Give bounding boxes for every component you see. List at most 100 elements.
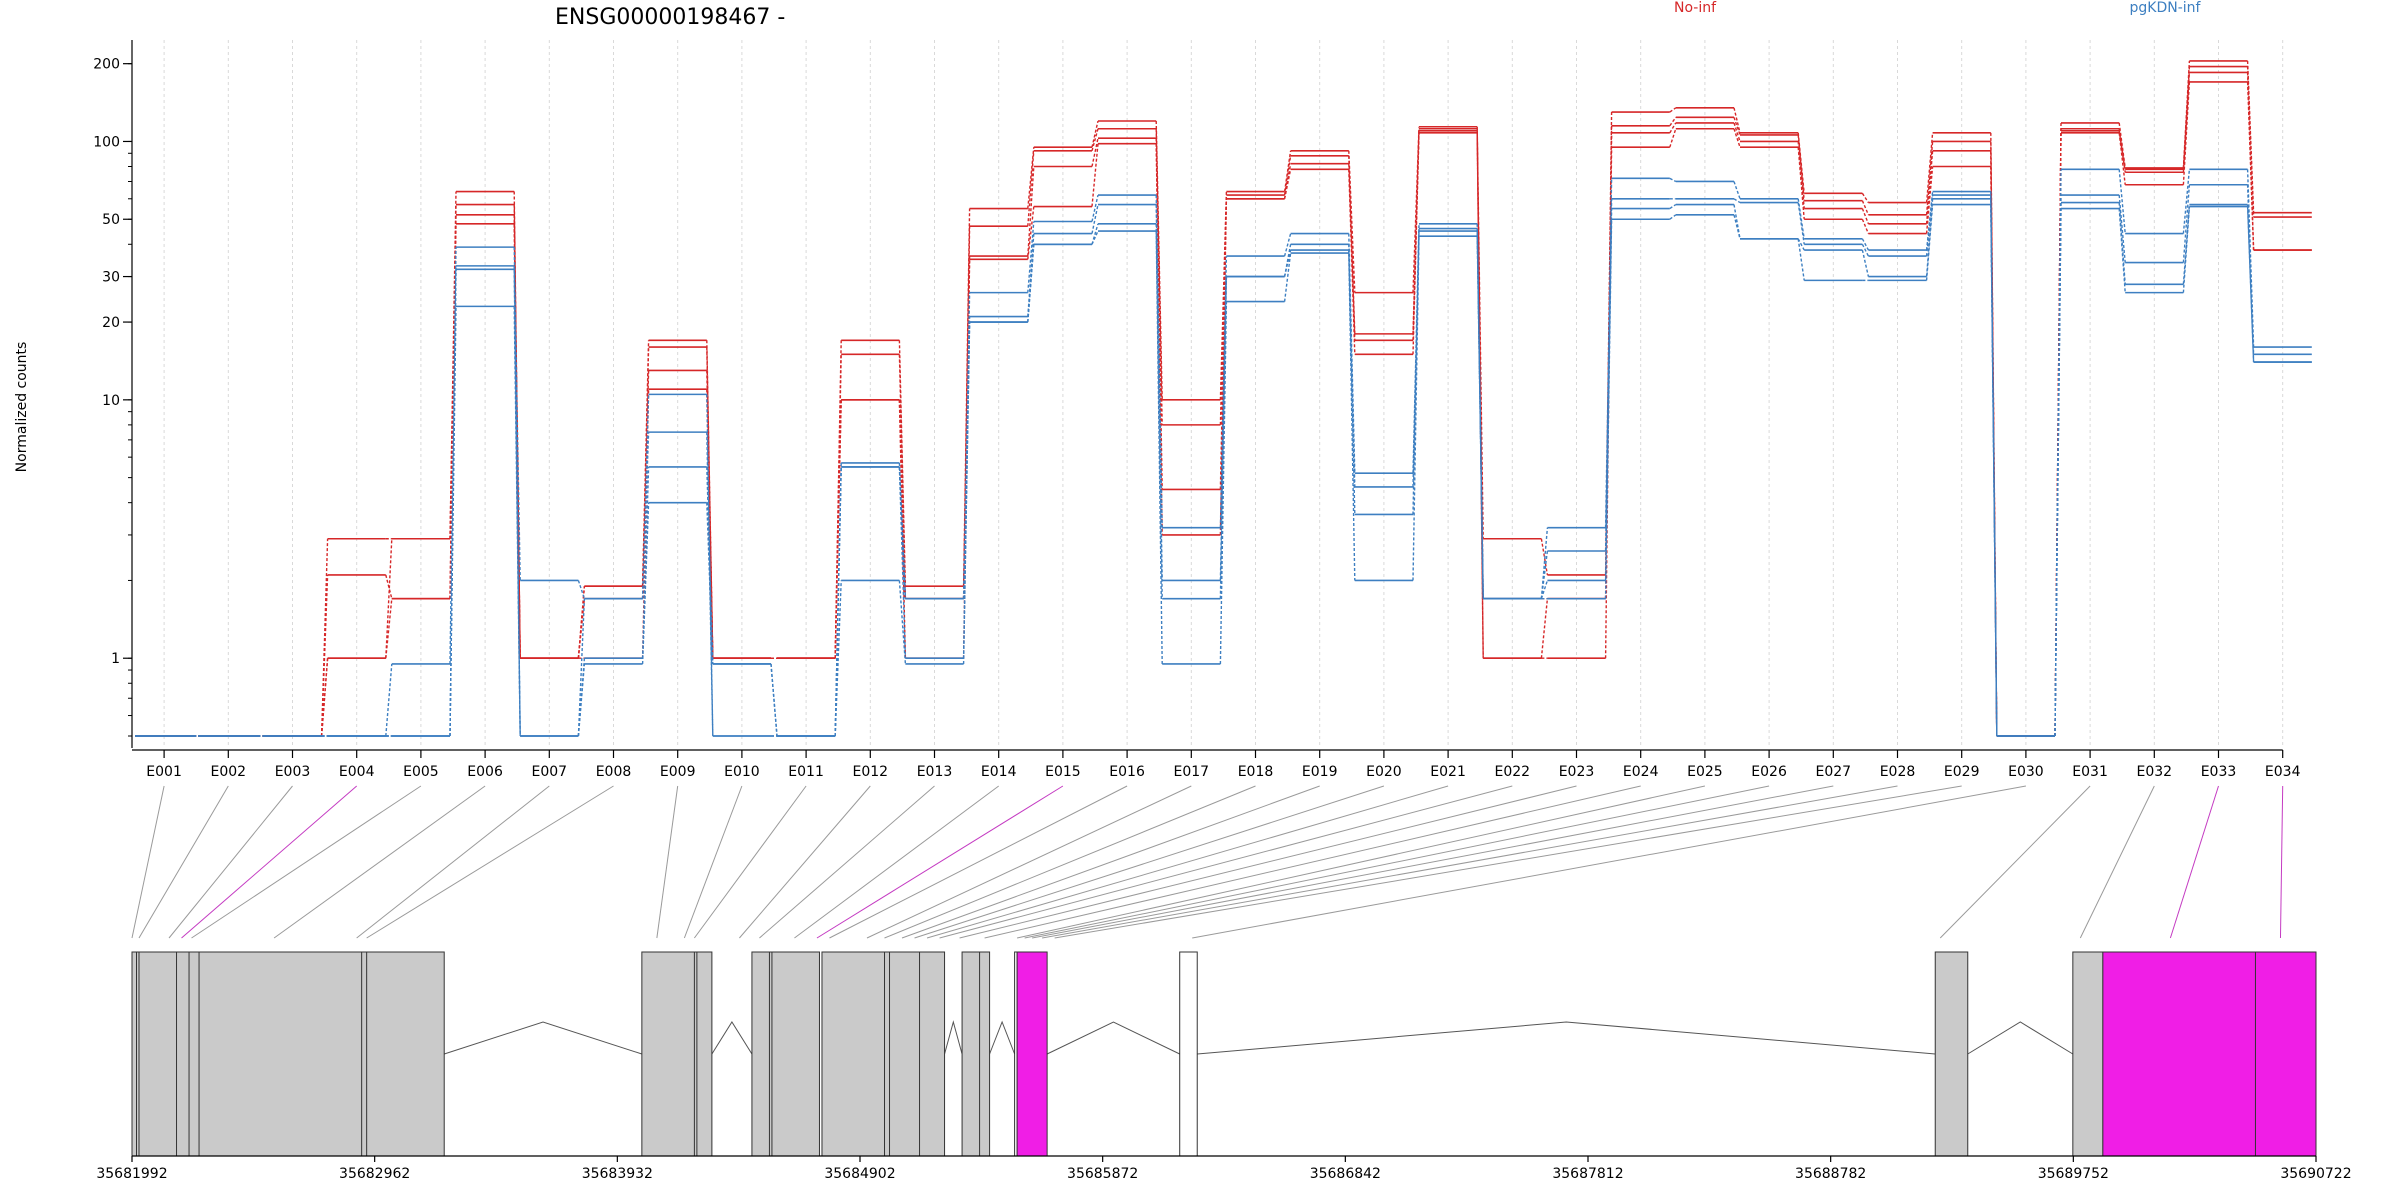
series-no-inf-3-step	[1669, 122, 1677, 134]
coordinate-label-35683932: 35683932	[582, 1166, 653, 1182]
y-tick-label-200: 200	[93, 57, 120, 73]
x-tick-label-e027: E027	[1816, 764, 1852, 780]
series-no-inf-3-step	[706, 370, 714, 659]
series-pgkdn-inf-6	[135, 183, 2312, 737]
series-pgkdn-inf-5-step	[449, 247, 457, 664]
x-tick-label-e014: E014	[981, 764, 1017, 780]
series-no-inf-1-step	[1669, 107, 1677, 113]
series-pgkdn-inf-7-step	[1348, 250, 1356, 515]
x-tick-label-e021: E021	[1430, 764, 1466, 780]
connector-e014	[794, 785, 999, 939]
x-tick-label-e015: E015	[1045, 764, 1081, 780]
series-no-inf-1-step	[1027, 147, 1035, 209]
series-pgkdn-inf-8-step	[706, 502, 714, 665]
connector-e033	[2169, 785, 2219, 939]
series-no-inf-3-step	[1925, 150, 1934, 224]
connector-e020	[914, 785, 1385, 939]
series-pgkdn-inf-8-step	[641, 502, 650, 665]
series-no-inf-3-step	[1733, 122, 1741, 142]
series-no-inf-4-step	[1797, 147, 1805, 220]
chart-title: ENSG00000198467 -	[555, 5, 785, 30]
series-pgkdn-inf-5-step	[385, 663, 393, 737]
series-pgkdn-inf-8-step	[513, 306, 521, 737]
series-pgkdn-inf-8-step	[1155, 231, 1163, 664]
series-pgkdn-inf-8-step	[898, 580, 907, 665]
series-pgkdn-inf-6-step	[2118, 195, 2126, 263]
series-pgkdn-inf-5-step	[2182, 169, 2191, 234]
exon	[1179, 951, 1198, 1157]
series-pgkdn-inf-8-step	[1091, 230, 1099, 245]
coordinate-label-35689752: 35689752	[2038, 1166, 2109, 1182]
connector-e008	[366, 785, 614, 939]
series-pgkdn-inf-6-step	[641, 432, 650, 599]
series-pgkdn-inf-5-step	[898, 462, 907, 599]
series-no-inf-4-step	[1669, 128, 1677, 148]
series-no-inf-4-step	[1283, 169, 1292, 199]
x-tick-label-e025: E025	[1687, 764, 1723, 780]
x-tick-label-e007: E007	[532, 764, 568, 780]
series-no-inf-3-step	[2118, 130, 2126, 173]
x-tick-label-e023: E023	[1559, 764, 1595, 780]
series-pgkdn-inf-8-step	[1283, 252, 1292, 302]
series-no-inf-2-step	[320, 574, 329, 737]
series-no-inf-1-step	[1412, 126, 1420, 293]
series-pgkdn-inf-5-step	[1733, 181, 1741, 200]
series-pgkdn-inf-7-step	[2246, 204, 2255, 363]
connector-e001	[131, 785, 165, 939]
series-pgkdn-inf-6-step	[1861, 243, 1870, 257]
genomic-axis: 35681992 35682962 35683932 35684902 35685872…	[96, 1155, 2352, 1182]
series-pgkdn-inf-8-step	[1412, 236, 1420, 581]
series-pgkdn-inf-8-step	[449, 306, 457, 737]
connector-e009	[656, 785, 679, 939]
series-pgkdn-inf-7-step	[1733, 204, 1741, 239]
series-no-inf-4-step	[1412, 132, 1420, 355]
series-no-inf-2-step	[1669, 116, 1677, 127]
x-tick-label-e010: E010	[724, 764, 760, 780]
series-pgkdn-inf-7-step	[1925, 198, 1934, 277]
series-no-inf-4-step	[1027, 206, 1035, 260]
connector-e016	[829, 785, 1128, 939]
series-pgkdn-inf-7-step	[2182, 204, 2191, 285]
y-tick-label-10: 10	[102, 393, 120, 409]
gridlines	[163, 40, 2284, 748]
x-tick-label-e026: E026	[1751, 764, 1787, 780]
series-no-inf-1-step	[1476, 126, 1484, 539]
series-pgkdn-inf-7-step	[1283, 249, 1292, 277]
connector-e005	[191, 785, 422, 939]
x-tick-label-e024: E024	[1623, 764, 1659, 780]
connector-e021	[926, 785, 1449, 939]
x-tick-label-e034: E034	[2265, 764, 2301, 780]
legend-no-inf: No-inf	[1674, 0, 1717, 16]
exon	[2072, 951, 2104, 1157]
exon	[131, 951, 445, 1157]
series-pgkdn-inf-5-step	[1091, 194, 1099, 222]
x-tick-label-e020: E020	[1366, 764, 1402, 780]
series-no-inf-4-step	[320, 658, 329, 737]
series-no-inf-4-step	[898, 399, 907, 659]
x-tick-label-e031: E031	[2072, 764, 2108, 780]
x-tick-label-e017: E017	[1174, 764, 1210, 780]
x-tick-label-e002: E002	[211, 764, 247, 780]
series-no-inf-4-step	[1155, 143, 1163, 535]
series-no-inf-2-step	[2246, 66, 2255, 218]
series-no-inf-2-step	[1091, 128, 1099, 152]
connector-e003	[168, 785, 293, 939]
series-no-inf-1-step	[1283, 150, 1292, 192]
series-no-inf-4-step	[1091, 143, 1099, 207]
x-tick-label-e001: E001	[146, 764, 182, 780]
x-tick-label-e013: E013	[917, 764, 953, 780]
series-pgkdn-inf-8-step	[1027, 244, 1035, 323]
intron-2	[711, 1021, 753, 1055]
series-pgkdn-inf-5-step	[1283, 233, 1292, 257]
series-pgkdn-inf-7-step	[1091, 223, 1099, 245]
y-tick-label-100: 100	[93, 134, 120, 150]
series-no-inf-4-step	[1348, 169, 1356, 355]
x-tick-label-e018: E018	[1238, 764, 1274, 780]
intron-9	[1967, 1021, 2074, 1055]
series-pgkdn-inf-8-step	[770, 663, 778, 737]
intron-5	[989, 1020, 1016, 1055]
connector-e023	[959, 785, 1577, 939]
series-pgkdn-inf-7-step	[1540, 580, 1549, 599]
series-no-inf-1-step	[1925, 132, 1934, 203]
